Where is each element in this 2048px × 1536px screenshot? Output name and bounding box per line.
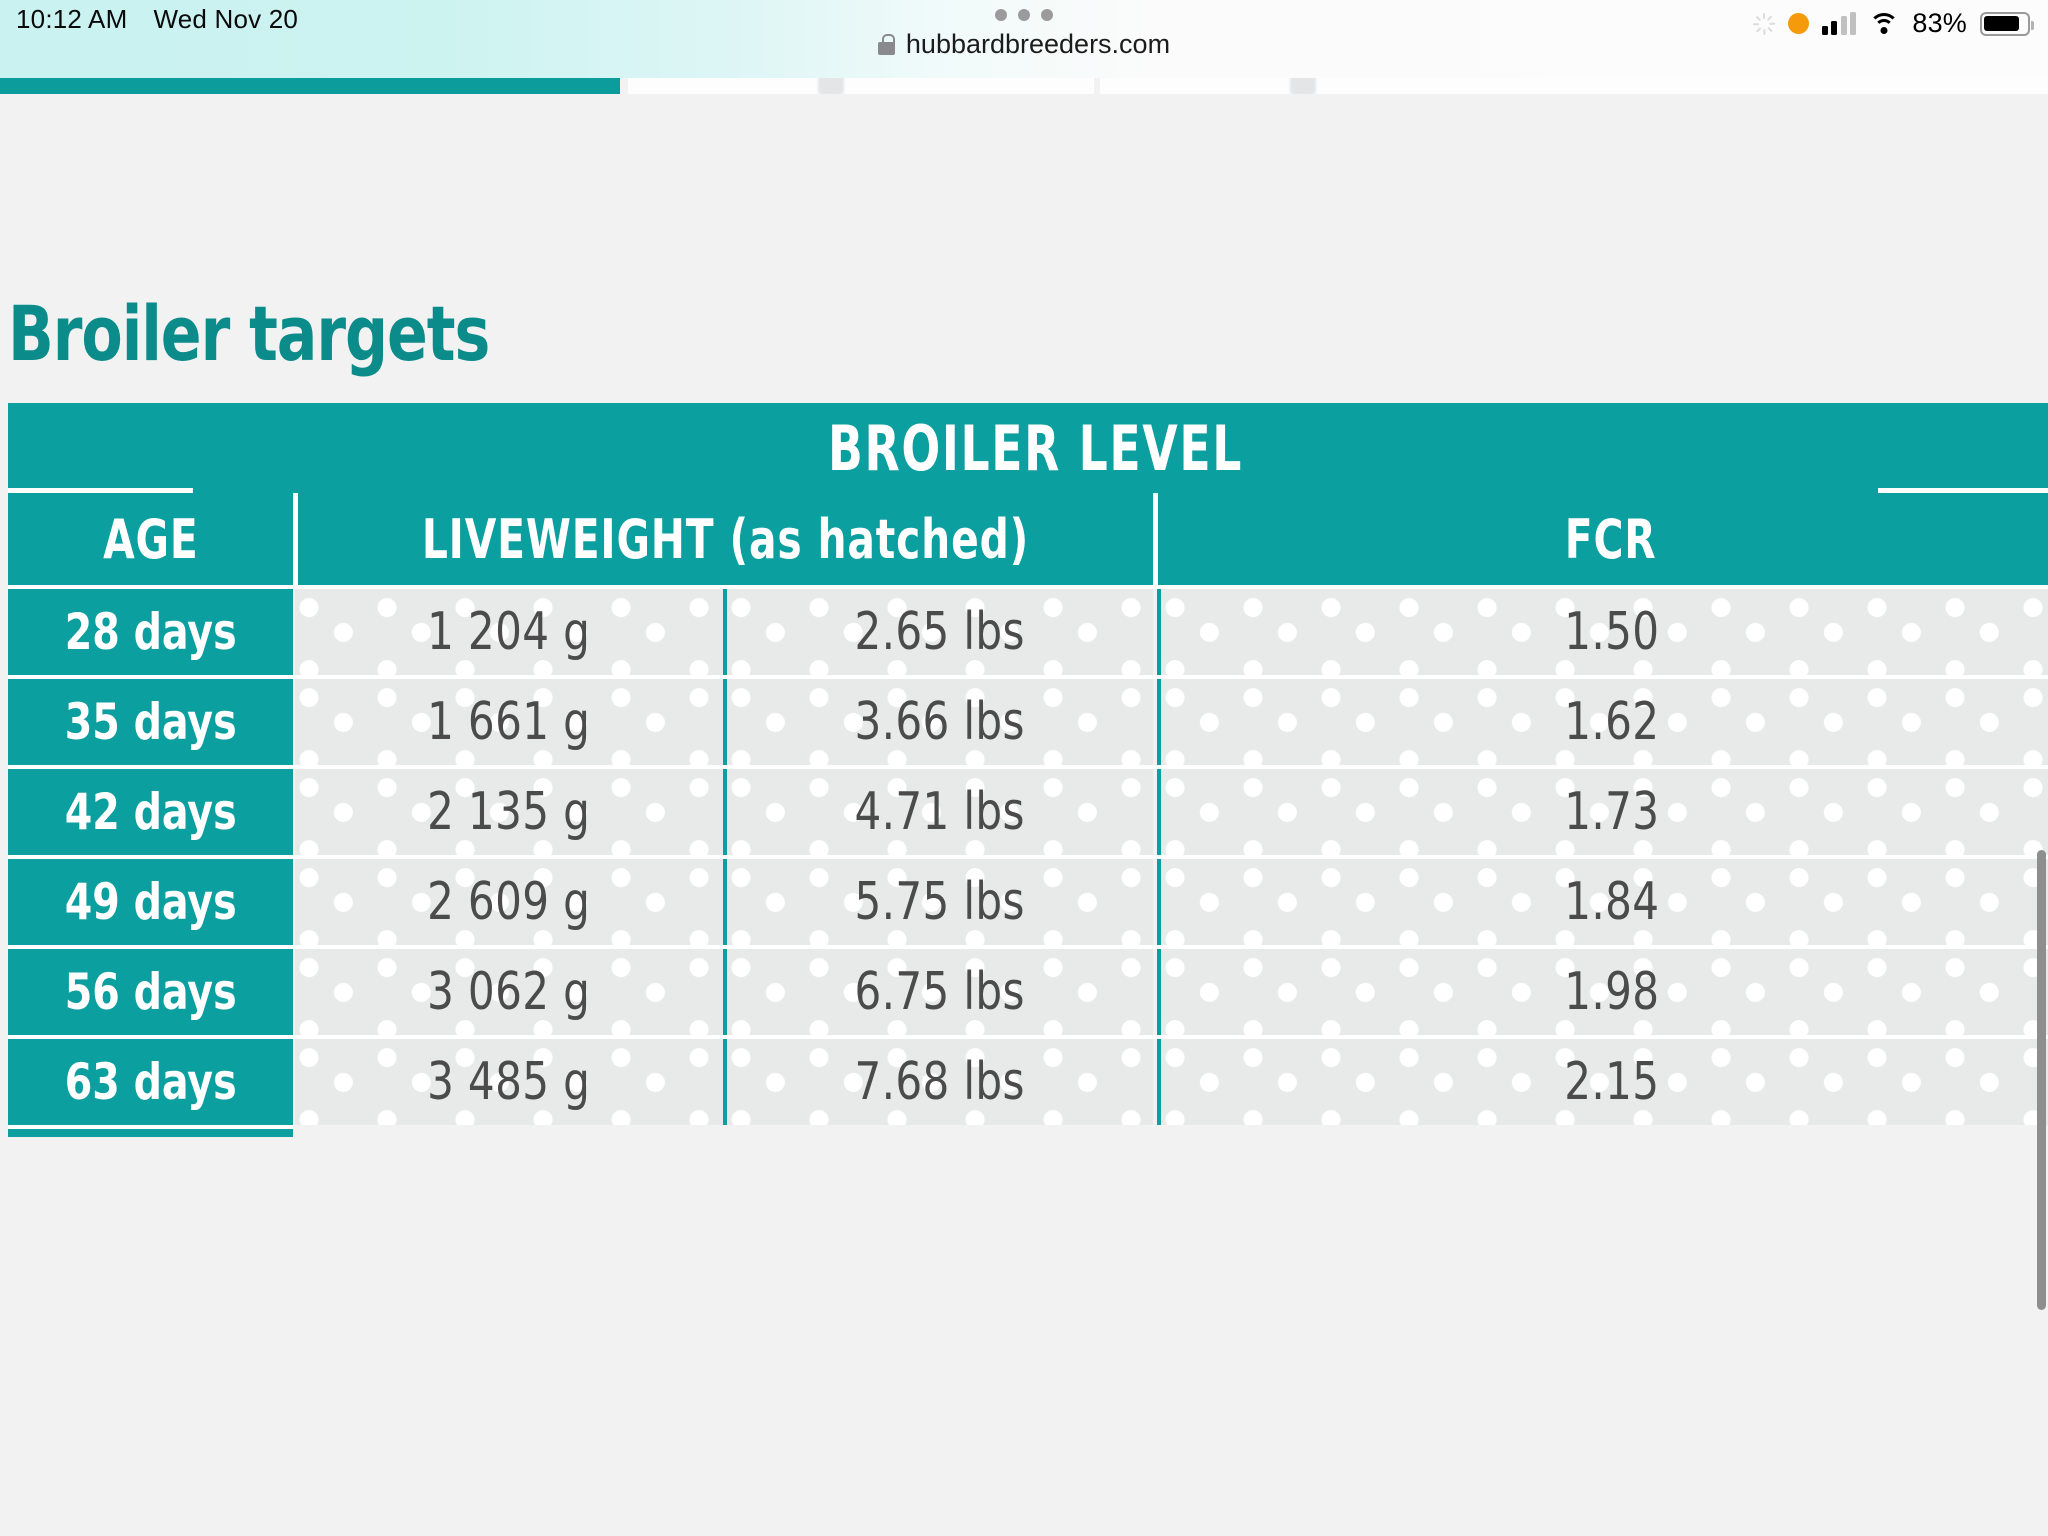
cell-grams: 2 135 g — [295, 769, 723, 855]
table-row: 56 days 3 062 g 6.75 lbs 1.98 — [8, 945, 2048, 1035]
cell-fcr-label: 2.15 — [1564, 1052, 1660, 1112]
cell-grams-label: 3 062 g — [427, 962, 591, 1022]
cell-grams-label: 2 135 g — [427, 782, 591, 842]
table-row: 28 days 1 204 g 2.65 lbs 1.50 — [8, 585, 2048, 675]
dot — [1018, 9, 1030, 21]
spinner-icon — [1753, 12, 1776, 35]
cell-age: 42 days — [8, 769, 293, 855]
battery-percent-label: 83% — [1912, 8, 1967, 38]
three-dots-icon[interactable] — [995, 9, 1053, 21]
cell-age: 49 days — [8, 859, 293, 945]
browser-address-area: hubbardbreeders.com — [0, 0, 2048, 60]
cell-grams: 3 485 g — [295, 1039, 723, 1125]
cell-lbs: 2.65 lbs — [723, 589, 1153, 675]
orange-recording-dot-icon — [1787, 13, 1809, 34]
cell-fcr: 1.50 — [1157, 589, 2048, 675]
cell-age: 28 days — [8, 589, 293, 675]
cell-age-label: 63 days — [64, 1053, 237, 1111]
clock-date: Wed Nov 20 — [153, 4, 299, 34]
cell-lbs-label: 6.75 lbs — [854, 962, 1026, 1022]
cell-grams: 1 204 g — [295, 589, 723, 675]
cell-lbs-label: 5.75 lbs — [854, 872, 1026, 932]
clock-time: 10:12 AM — [16, 4, 128, 34]
cell-fcr: 2.15 — [1157, 1039, 2048, 1125]
table-row: 63 days 3 485 g 7.68 lbs 2.15 — [8, 1035, 2048, 1125]
cell-grams: 3 062 g — [295, 949, 723, 1035]
cell-fcr-label: 1.84 — [1564, 872, 1660, 932]
wifi-icon — [1869, 12, 1900, 35]
ios-status-bar: 10:12 AM Wed Nov 20 hubbardbreeders.com … — [0, 0, 2048, 78]
table-row: 42 days 2 135 g 4.71 lbs 1.73 — [8, 765, 2048, 855]
cell-lbs: 6.75 lbs — [723, 949, 1153, 1035]
table-row: 49 days 2 609 g 5.75 lbs 1.84 — [8, 855, 2048, 945]
cell-fcr: 1.98 — [1157, 949, 2048, 1035]
column-header-age-label: AGE — [102, 507, 199, 571]
cell-lbs-label: 3.66 lbs — [854, 692, 1026, 752]
page-title: Broiler targets — [8, 289, 490, 378]
next-section-sliver: Centre brochure the Set — [0, 1524, 2048, 1536]
column-header-fcr: FCR — [1153, 493, 2048, 585]
cell-fcr: 1.73 — [1157, 769, 2048, 855]
lock-icon — [877, 34, 895, 55]
table-header-row: AGE LIVEWEIGHT (as hatched) FCR — [8, 493, 2048, 585]
dot — [995, 9, 1007, 21]
column-header-liveweight-label: LIVEWEIGHT (as hatched) — [421, 507, 1030, 571]
status-bar-right: 83% — [1753, 8, 2035, 39]
cell-grams-label: 3 485 g — [427, 1052, 591, 1112]
cell-fcr-label: 1.50 — [1564, 602, 1660, 662]
cell-age-label: 56 days — [64, 963, 237, 1021]
table-footer-edge — [8, 1125, 293, 1137]
battery-icon — [1980, 11, 2035, 36]
cell-fcr-label: 1.62 — [1564, 692, 1660, 752]
cell-lbs: 5.75 lbs — [723, 859, 1153, 945]
cell-lbs: 3.66 lbs — [723, 679, 1153, 765]
cell-grams-label: 1 204 g — [427, 602, 591, 662]
page-scrollbar[interactable] — [2037, 850, 2046, 1310]
card-glyph-icon — [818, 75, 844, 95]
cell-age: 56 days — [8, 949, 293, 1035]
column-header-liveweight: LIVEWEIGHT (as hatched) — [293, 493, 1153, 585]
cell-age: 35 days — [8, 679, 293, 765]
cell-fcr-label: 1.98 — [1564, 962, 1660, 1022]
cell-age-label: 28 days — [64, 603, 237, 661]
table-row: 35 days 1 661 g 3.66 lbs 1.62 — [8, 675, 2048, 765]
cell-age-label: 35 days — [64, 693, 237, 751]
cell-age-label: 49 days — [64, 873, 237, 931]
cell-fcr: 1.62 — [1157, 679, 2048, 765]
cell-lbs-label: 2.65 lbs — [854, 602, 1026, 662]
cell-grams: 2 609 g — [295, 859, 723, 945]
cell-lbs-label: 7.68 lbs — [854, 1052, 1026, 1112]
address-bar[interactable]: hubbardbreeders.com — [877, 29, 1171, 60]
cell-lbs-label: 4.71 lbs — [854, 782, 1026, 842]
card-glyph-icon — [1290, 75, 1316, 95]
cell-lbs: 7.68 lbs — [723, 1039, 1153, 1125]
dot — [1041, 9, 1053, 21]
address-bar-url: hubbardbreeders.com — [905, 29, 1171, 59]
cell-fcr: 1.84 — [1157, 859, 2048, 945]
cellular-signal-icon — [1821, 12, 1857, 35]
cell-age-label: 42 days — [64, 783, 237, 841]
status-bar-left: 10:12 AM Wed Nov 20 — [16, 4, 298, 35]
table-title: BROILER LEVEL — [192, 403, 1879, 493]
cell-age: 63 days — [8, 1039, 293, 1125]
cell-grams-label: 1 661 g — [427, 692, 591, 752]
broiler-targets-table: BROILER LEVEL AGE LIVEWEIGHT (as hatched… — [8, 403, 2048, 1137]
table-title-bar: BROILER LEVEL — [8, 403, 2048, 493]
cell-grams: 1 661 g — [295, 679, 723, 765]
cell-fcr-label: 1.73 — [1564, 782, 1660, 842]
page-content: Broiler targets BROILER LEVEL AGE LIVEWE… — [0, 94, 2048, 1536]
cell-lbs: 4.71 lbs — [723, 769, 1153, 855]
cell-grams-label: 2 609 g — [427, 872, 591, 932]
column-header-age: AGE — [8, 493, 293, 585]
column-header-fcr-label: FCR — [1564, 507, 1657, 571]
